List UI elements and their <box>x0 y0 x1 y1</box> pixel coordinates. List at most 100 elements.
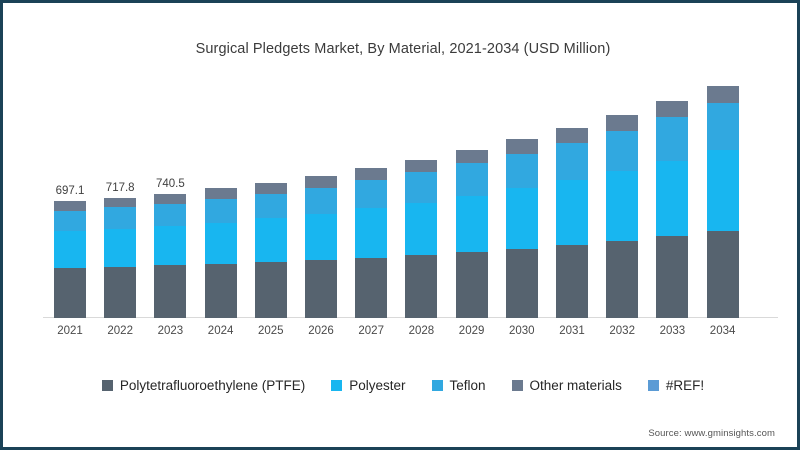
bar-segment-2[interactable] <box>556 180 588 245</box>
bar-segment-3[interactable] <box>305 187 337 214</box>
bar-segment-2[interactable] <box>54 231 86 268</box>
bar-segment-1[interactable] <box>656 236 689 318</box>
bar-segment-2[interactable] <box>355 208 388 258</box>
bar-segment-1[interactable] <box>505 248 538 318</box>
bar-segment-3[interactable] <box>706 102 739 151</box>
bar-segment-2[interactable] <box>405 202 438 255</box>
bar-segment-3[interactable] <box>405 172 438 203</box>
bar-group[interactable] <box>606 83 639 318</box>
legend-item-5[interactable]: #REF! <box>647 378 704 393</box>
bar-segment-1[interactable] <box>556 244 588 318</box>
plot-area: 697.1 717.8 740.5 <box>43 83 778 318</box>
bar-segment-3[interactable] <box>254 193 287 219</box>
legend-swatch-icon <box>647 380 659 391</box>
bar-segment-3[interactable] <box>154 203 187 227</box>
legend-swatch-icon <box>331 380 343 391</box>
legend-label: Polyester <box>349 378 406 393</box>
bar-stack <box>355 168 388 318</box>
chart-title: Surgical Pledgets Market, By Material, 2… <box>195 41 611 57</box>
bar-segment-3[interactable] <box>355 180 388 209</box>
bar-segment-3[interactable] <box>455 163 488 196</box>
bar-segment-1[interactable] <box>706 231 739 318</box>
bar-segment-4[interactable] <box>606 114 639 131</box>
bar-segment-4[interactable] <box>656 100 689 118</box>
bar-segment-2[interactable] <box>656 161 689 237</box>
source-note: Source: www.gminsights.com <box>648 428 775 439</box>
bar-group[interactable]: 717.8 <box>104 83 137 318</box>
x-axis-labels: 2021 2022 2023 2024 2025 2026 2027 2028 2029 2030… <box>43 325 778 345</box>
bar-segment-4[interactable] <box>104 197 137 208</box>
x-axis-tick-2021: 2021 <box>57 325 83 337</box>
bar-segment-4[interactable] <box>556 127 588 143</box>
bar-segment-1[interactable] <box>254 262 287 318</box>
bar-segment-2[interactable] <box>455 195 488 252</box>
bar-group[interactable] <box>706 83 739 318</box>
bar-segment-3[interactable] <box>505 153 538 189</box>
bar-segment-4[interactable] <box>455 149 488 164</box>
bar-segment-3[interactable] <box>54 210 86 232</box>
bar-group[interactable] <box>505 83 538 318</box>
bar-group[interactable] <box>556 83 588 318</box>
bar-segment-4[interactable] <box>706 85 739 103</box>
bar-group[interactable] <box>405 83 438 318</box>
bar-segment-1[interactable] <box>104 266 137 318</box>
bar-segment-4[interactable] <box>505 139 538 154</box>
bar-group[interactable] <box>254 83 287 318</box>
bar-segment-1[interactable] <box>204 263 237 318</box>
bar-segment-4[interactable] <box>54 201 86 211</box>
bar-segment-1[interactable] <box>405 254 438 318</box>
bar-segment-2[interactable] <box>505 188 538 249</box>
bar-segment-1[interactable] <box>606 240 639 318</box>
x-axis-tick-2028: 2028 <box>408 325 435 337</box>
bar-stack <box>254 182 287 318</box>
bar-segment-1[interactable] <box>355 257 388 318</box>
bar-segment-2[interactable] <box>606 171 639 241</box>
bar-stack <box>204 188 237 318</box>
bar-segment-4[interactable] <box>305 176 337 188</box>
legend-swatch-icon <box>511 380 523 391</box>
bar-value-label: 740.5 <box>156 177 185 190</box>
bar-segment-2[interactable] <box>254 218 287 263</box>
bar-segment-3[interactable] <box>556 142 588 181</box>
bar-stack <box>556 127 588 318</box>
bar-segment-1[interactable] <box>54 267 86 318</box>
legend-item-4[interactable]: Other materials <box>511 378 622 393</box>
legend-label: Teflon <box>449 378 486 393</box>
x-axis-tick-2033: 2033 <box>659 325 686 337</box>
bar-segment-4[interactable] <box>154 193 187 204</box>
bar-group[interactable]: 740.5 <box>154 83 187 318</box>
bar-segment-2[interactable] <box>305 213 337 261</box>
bar-segment-3[interactable] <box>656 117 689 162</box>
bar-segment-4[interactable] <box>355 168 388 181</box>
bar-segment-3[interactable] <box>104 207 137 229</box>
bar-segment-1[interactable] <box>154 265 187 318</box>
bar-group[interactable] <box>305 83 337 318</box>
bar-segment-1[interactable] <box>455 251 488 318</box>
bar-segment-2[interactable] <box>204 222 237 264</box>
bar-segment-3[interactable] <box>606 130 639 172</box>
x-axis-tick-2025: 2025 <box>258 325 284 337</box>
bar-segment-4[interactable] <box>254 182 287 194</box>
bar-segment-1[interactable] <box>305 260 337 318</box>
bar-value-label: 717.8 <box>105 181 135 194</box>
bar-segment-2[interactable] <box>706 150 739 232</box>
bar-segment-4[interactable] <box>204 188 237 199</box>
bar-group[interactable] <box>355 83 388 318</box>
bar-group[interactable] <box>656 83 689 318</box>
bar-segment-3[interactable] <box>204 199 237 223</box>
legend-item-3[interactable]: Teflon <box>431 378 486 393</box>
bar-stack <box>606 114 639 318</box>
legend-item-2[interactable]: Polyester <box>331 378 406 393</box>
chart-legend: Polytetrafluoroethylene (PTFE) Polyester T… <box>3 378 800 393</box>
x-axis-tick-2027: 2027 <box>358 325 384 337</box>
bar-segment-2[interactable] <box>154 226 187 266</box>
bar-segment-4[interactable] <box>405 159 438 173</box>
bar-group[interactable] <box>455 83 488 318</box>
bar-stack <box>656 100 689 318</box>
legend-item-1[interactable]: Polytetrafluoroethylene (PTFE) <box>101 378 305 393</box>
bar-stack <box>54 201 86 318</box>
bar-segment-2[interactable] <box>104 228 137 267</box>
bar-group[interactable]: 697.1 <box>54 83 86 318</box>
bar-group[interactable] <box>204 83 237 318</box>
